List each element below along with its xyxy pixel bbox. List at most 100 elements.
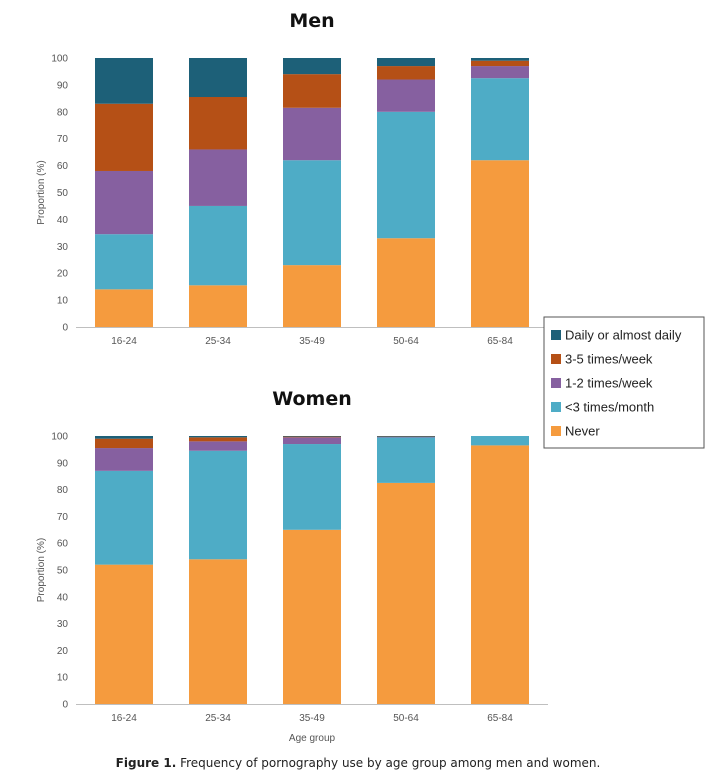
chart-women-bar-1-2-times-week-50-64 [377, 436, 435, 438]
chart-women-x-tick-label: 50-64 [393, 713, 419, 724]
chart-men-x-tick-label: 35-49 [299, 336, 325, 347]
legend-swatch-daily-or-almost-daily [551, 330, 561, 340]
chart-women-bar-3-times-month-50-64 [377, 437, 435, 483]
chart-men-bar-3-5-times-week-25-34 [189, 97, 247, 150]
chart-men-bar-3-times-month-16-24 [95, 234, 153, 290]
chart-men-y-tick-label: 100 [51, 54, 68, 65]
legend-label-3-5-times-week: 3-5 times/week [565, 352, 653, 367]
chart-men-y-tick-label: 40 [57, 215, 69, 226]
chart-men-bar-1-2-times-week-50-64 [377, 79, 435, 112]
chart-men-y-tick-label: 20 [57, 269, 69, 280]
chart-men-bar-3-times-month-65-84 [471, 78, 529, 161]
men-chart: Men Proportion (%) 0 10 20 30 40 50 60 70 80 90 100 1… [36, 10, 548, 347]
legend-label-3-times-month: <3 times/month [565, 400, 654, 415]
chart-women-y-tick-label: 80 [57, 485, 69, 496]
chart-men-y-tick-label: 10 [57, 296, 69, 307]
chart-women-bar-1-2-times-week-16-24 [95, 448, 153, 471]
chart-men-bar-never-65-84 [471, 160, 529, 327]
chart-men-x-tick-label: 25-34 [205, 336, 231, 347]
chart-men-title: Men [289, 10, 334, 32]
chart-men-bar-never-16-24 [95, 289, 153, 327]
chart-men-bar-1-2-times-week-25-34 [189, 149, 247, 206]
legend-swatch-3-5-times-week [551, 354, 561, 364]
legend-label-1-2-times-week: 1-2 times/week [565, 376, 653, 391]
chart-men-bar-3-5-times-week-50-64 [377, 66, 435, 80]
chart-women-y-tick-label: 100 [51, 432, 68, 443]
chart-women-y-tick-label: 20 [57, 646, 69, 657]
chart-men-bar-daily-or-almost-daily-35-49 [283, 58, 341, 75]
chart-women-y-tick-label: 10 [57, 673, 69, 684]
chart-women-y-tick-label: 30 [57, 619, 69, 630]
chart-women-bar-never-35-49 [283, 529, 341, 704]
chart-women-y-tick-label: 60 [57, 539, 69, 550]
chart-men-y-tick-label: 0 [62, 323, 68, 334]
figure-caption-text: Frequency of pornography use by age grou… [180, 756, 601, 770]
chart-men-x-tick-label: 50-64 [393, 336, 419, 347]
chart-women-bar-3-5-times-week-16-24 [95, 438, 153, 449]
chart-men-bar-daily-or-almost-daily-25-34 [189, 58, 247, 98]
chart-women-bar-3-5-times-week-35-49 [283, 436, 341, 438]
chart-women-bar-3-times-month-65-84 [471, 436, 529, 446]
chart-women-y-tick-label: 50 [57, 566, 69, 577]
chart-women-title: Women [272, 388, 352, 410]
chart-men-y-tick-label: 70 [57, 134, 69, 145]
chart-men-bar-1-2-times-week-16-24 [95, 170, 153, 235]
chart-women-x-tick-label: 25-34 [205, 713, 231, 724]
chart-men-y-axis-label: Proportion (%) [36, 160, 47, 224]
chart-men-bar-never-25-34 [189, 285, 247, 327]
legend-label-never: Never [565, 424, 600, 439]
chart-women-x-axis-label: Age group [289, 733, 336, 744]
chart-legend: Daily or almost daily 3-5 times/week 1-2 t… [543, 316, 705, 449]
chart-men-y-tick-label: 80 [57, 107, 69, 118]
chart-men-bar-never-50-64 [377, 238, 435, 327]
chart-men-bar-3-5-times-week-35-49 [283, 74, 341, 108]
legend-swatch-never [551, 426, 561, 436]
chart-men-bar-daily-or-almost-daily-16-24 [95, 58, 153, 104]
chart-men-bar-3-times-month-50-64 [377, 111, 435, 239]
chart-men-y-tick-label: 50 [57, 188, 69, 199]
women-chart: Women Proportion (%) 0 10 20 30 40 50 60 70 80 90 10… [36, 388, 548, 744]
figure-caption: Figure 1. Frequency of pornography use b… [0, 756, 716, 770]
chart-men-x-tick-label: 16-24 [111, 336, 137, 347]
legend-label-daily-or-almost-daily: Daily or almost daily [565, 328, 682, 343]
chart-women-x-tick-label: 35-49 [299, 713, 325, 724]
chart-women-x-tick-label: 65-84 [487, 713, 513, 724]
chart-men-x-tick-label: 65-84 [487, 336, 513, 347]
chart-men-bar-daily-or-almost-daily-50-64 [377, 58, 435, 67]
legend-box [543, 316, 705, 449]
legend-swatch-1-2-times-week [551, 378, 561, 388]
chart-women-bar-1-2-times-week-35-49 [283, 437, 341, 445]
chart-men-bar-3-times-month-35-49 [283, 160, 341, 266]
chart-women-bar-never-50-64 [377, 482, 435, 704]
chart-women-bar-daily-or-almost-daily-16-24 [95, 436, 153, 439]
chart-men-bar-1-2-times-week-35-49 [283, 107, 341, 161]
chart-women-bar-never-65-84 [471, 445, 529, 704]
chart-women-bar-3-times-month-35-49 [283, 444, 341, 530]
chart-men-bar-daily-or-almost-daily-65-84 [471, 58, 529, 61]
chart-men-bar-1-2-times-week-65-84 [471, 66, 529, 79]
chart-men-y-tick-label: 90 [57, 80, 69, 91]
chart-women-bar-3-times-month-25-34 [189, 450, 247, 560]
chart-women-bar-never-25-34 [189, 559, 247, 704]
chart-women-bar-never-16-24 [95, 564, 153, 704]
chart-men-bar-3-5-times-week-16-24 [95, 103, 153, 171]
legend-swatch-3-times-month [551, 402, 561, 412]
chart-women-bar-1-2-times-week-25-34 [189, 441, 247, 451]
chart-women-bar-3-5-times-week-25-34 [189, 437, 247, 442]
chart-men-y-tick-label: 60 [57, 161, 69, 172]
chart-women-y-axis-label: Proportion (%) [36, 538, 47, 602]
chart-women-bar-daily-or-almost-daily-50-64 [377, 436, 435, 437]
chart-women-y-tick-label: 90 [57, 458, 69, 469]
figure-caption-label: Figure 1. [115, 756, 177, 770]
chart-women-y-tick-label: 40 [57, 592, 69, 603]
chart-men-y-tick-label: 30 [57, 242, 69, 253]
chart-men-bar-never-35-49 [283, 265, 341, 327]
chart-men-bar-3-times-month-25-34 [189, 205, 247, 286]
chart-women-y-tick-label: 70 [57, 512, 69, 523]
chart-women-x-tick-label: 16-24 [111, 713, 137, 724]
chart-women-bar-daily-or-almost-daily-25-34 [189, 436, 247, 438]
chart-women-bar-daily-or-almost-daily-35-49 [283, 436, 341, 437]
chart-women-y-tick-label: 0 [62, 700, 68, 711]
chart-men-bar-3-5-times-week-65-84 [471, 60, 529, 67]
